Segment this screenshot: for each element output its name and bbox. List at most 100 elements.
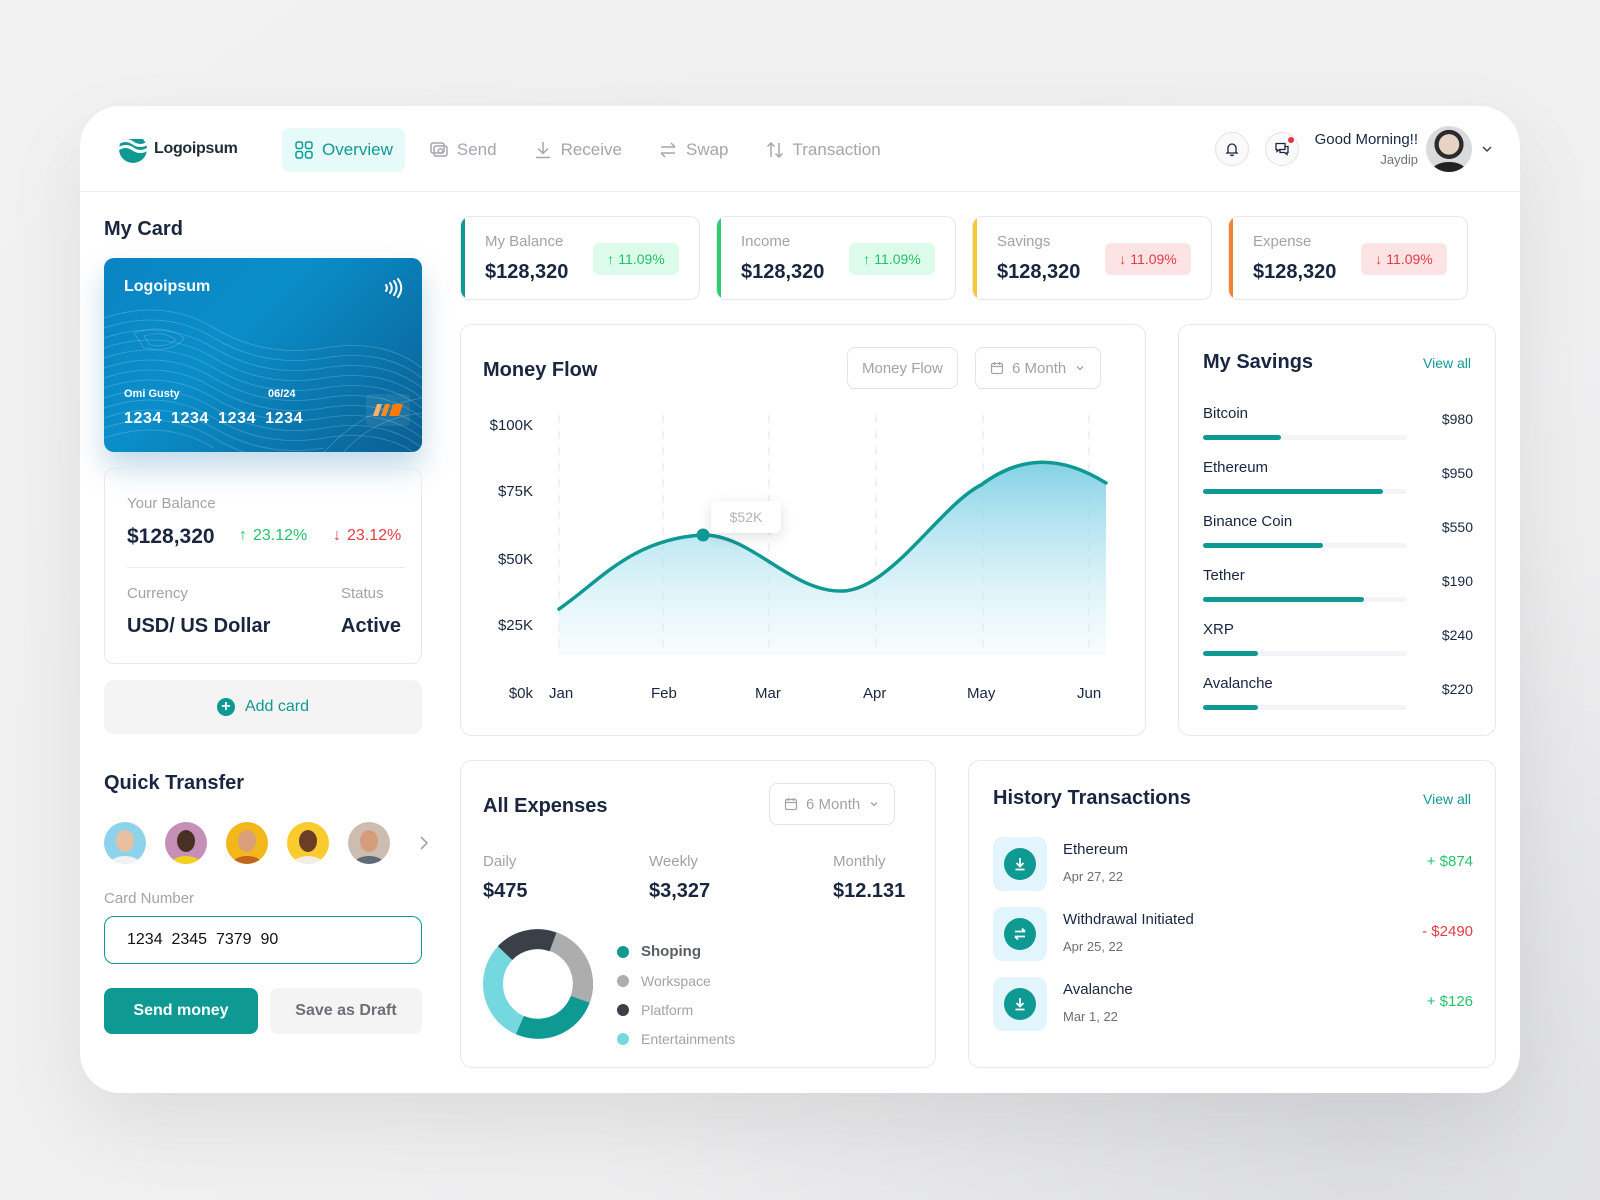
my-card-title: My Card [104,218,183,240]
contact-avatar-4[interactable] [287,822,329,864]
messages-button[interactable] [1264,132,1299,166]
period-label: 6 Month [806,795,861,813]
y-tick: $25K [497,617,533,634]
money-flow-title: Money Flow [483,359,598,381]
transaction-icon-box [993,837,1047,891]
chart-tooltip: $52K [711,501,781,533]
savings-name: Binance Coin [1203,513,1293,530]
balance-up-change: ↑ 23.12% [239,527,307,545]
accent-bar [1229,217,1233,299]
download-icon [535,142,550,159]
card-holder: Omi Gusty [124,388,180,400]
savings-value: $950 [1441,465,1473,481]
stat-change-badge: ↓ 11.09% [1361,243,1447,275]
nav-receive[interactable]: Receive [521,128,634,172]
money-flow-chart [557,415,1108,655]
y-tick: $0k [508,685,533,702]
quick-transfer-contacts [104,822,431,864]
card-number: 1234 1234 1234 1234 [124,410,304,427]
nav-transaction-label: Transaction [792,140,881,159]
contact-avatar-2[interactable] [165,822,207,864]
chevron-down-icon[interactable] [1480,142,1494,156]
legend-item: Workspace [617,966,735,995]
transaction-date: Apr 25, 22 [1063,939,1123,954]
daily-expense: Daily $475 [483,853,528,903]
history-view-all-link[interactable]: View all [1423,791,1471,807]
monthly-value: $12.131 [833,880,906,902]
dashboard-window: Logoipsum Overview Send Receive Swap Tra… [80,106,1520,1093]
savings-name: Bitcoin [1203,405,1249,422]
my-savings-title: My Savings [1203,351,1314,373]
transaction-row[interactable]: Ethereum Apr 27, 22 + $874 [993,837,1473,893]
transaction-row[interactable]: Withdrawal Initiated Apr 25, 22 - $2490 [993,907,1473,963]
balance-up-pct: 23.12% [253,527,308,544]
nav-send-label: Send [456,140,497,159]
savings-progress [1203,705,1407,710]
expenses-donut-chart [483,929,593,1039]
period-dropdown[interactable]: 6 Month [975,347,1102,389]
money-flow-filter[interactable]: Money Flow [847,347,958,389]
contact-avatar-1[interactable] [104,822,146,864]
logo[interactable]: Logoipsum [118,134,238,164]
send-money-button[interactable]: Send money [104,988,258,1034]
savings-progress [1203,435,1407,440]
savings-progress [1203,651,1407,656]
balance-summary: Your Balance $128,320 ↑ 23.12% ↓ 23.12% … [104,468,422,664]
card-wave-pattern [104,309,422,452]
nav-transaction[interactable]: Transaction [753,128,893,172]
add-card-label: Add card [244,698,310,715]
savings-name: Ethereum [1203,459,1269,476]
arrow-down-icon: ↓ [1119,251,1127,267]
y-tick: $75K [497,483,533,500]
send-icon [430,142,448,157]
stat-card-expense: Expense $128,320 ↓ 11.09% [1228,216,1468,300]
legend-label: Shoping [641,943,701,960]
contact-avatar-5[interactable] [348,822,390,864]
stat-value: $128,320 [485,261,569,283]
savings-name: Avalanche [1203,675,1273,692]
highlight-point [696,528,710,542]
savings-item: Ethereum $950 [1203,459,1473,494]
stat-change: 11.09% [1386,251,1433,267]
arrow-up-icon: ↑ [863,251,871,267]
notifications-button[interactable] [1214,132,1249,166]
transaction-row[interactable]: Avalanche Mar 1, 22 + $126 [993,977,1473,1033]
main-nav: Overview Send Receive Swap Transaction [282,128,893,172]
credit-card[interactable]: Logoipsum Omi Gusty 06/24 1234 1234 1234… [104,258,422,452]
your-balance-label: Your Balance [127,495,216,512]
currency-label: Currency [127,585,188,602]
my-savings-panel: My Savings View all Bitcoin $980 Ethereu… [1178,324,1496,736]
expenses-period-dropdown[interactable]: 6 Month [769,783,896,825]
nav-send[interactable]: Send [417,128,509,172]
card-number-input[interactable] [104,916,422,964]
nav-overview[interactable]: Overview [282,128,405,172]
nav-swap[interactable]: Swap [646,128,741,172]
y-tick: $100K [489,417,533,434]
header-right: Good Morning!! Jaydip [1214,126,1494,172]
stat-value: $128,320 [1253,261,1337,283]
stat-card-income: Income $128,320 ↑ 11.09% [716,216,956,300]
save-draft-button[interactable]: Save as Draft [270,988,422,1034]
stat-change: 11.09% [618,251,665,267]
currency-value: USD/ US Dollar [127,615,271,637]
contact-avatar-3[interactable] [226,822,268,864]
stat-label: Income [741,233,791,250]
transaction-name: Avalanche [1063,981,1133,998]
transaction-icon-box [993,977,1047,1031]
transaction-amount: - $2490 [1422,923,1473,940]
savings-view-all-link[interactable]: View all [1423,355,1471,371]
add-card-button[interactable]: + Add card [104,680,422,734]
transaction-name: Withdrawal Initiated [1063,911,1194,928]
filter-label: Money Flow [862,359,943,377]
balance-down-change: ↓ 23.12% [333,527,401,545]
transaction-amount: + $874 [1426,853,1473,870]
y-tick: $50K [497,551,533,568]
status-label: Status [341,585,384,602]
stat-change: 11.09% [1130,251,1177,267]
accent-bar [461,217,465,299]
user-avatar[interactable] [1426,126,1472,172]
x-tick: Apr [863,685,887,702]
stat-change: 11.09% [874,251,921,267]
contactless-icon [385,278,403,298]
chevron-right-icon[interactable] [417,834,431,852]
